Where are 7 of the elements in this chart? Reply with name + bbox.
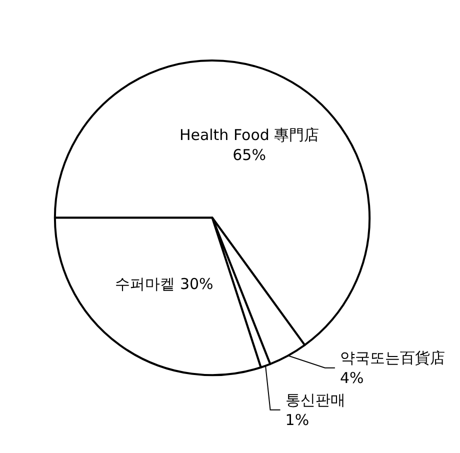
slice-label: 통신판매	[285, 390, 346, 409]
data-label: 65%	[232, 146, 266, 164]
data-label: 1%	[285, 410, 310, 429]
data-label: 4%	[340, 368, 364, 387]
slice-label: 약국또는百貨店	[340, 348, 445, 367]
slice-label: 수퍼마켙 30%	[115, 274, 214, 293]
slice-label: Health Food 專門店	[179, 126, 320, 144]
